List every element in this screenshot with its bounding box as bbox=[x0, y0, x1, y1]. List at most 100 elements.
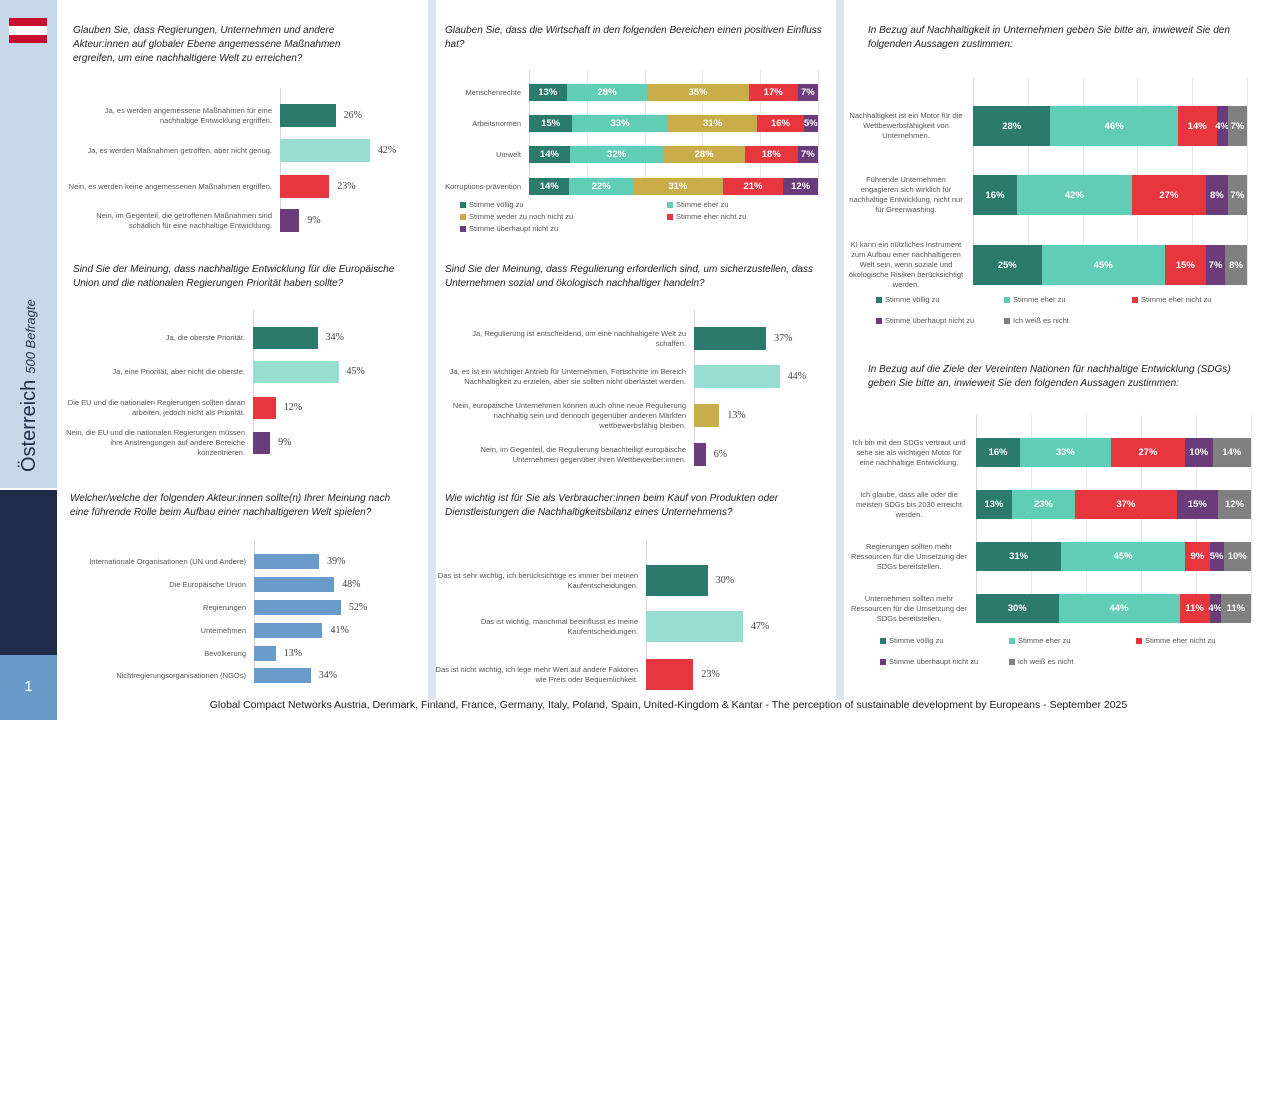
legend-text: Stimme völlig zu bbox=[889, 636, 944, 645]
stacked-segment: 7% bbox=[797, 146, 818, 163]
bar bbox=[254, 577, 335, 592]
legend-text: Stimme überhaupt nicht zu bbox=[469, 224, 559, 233]
legend-item: Stimme überhaupt nicht zu bbox=[880, 657, 978, 666]
stacked-segment: 14% bbox=[1177, 106, 1217, 146]
bar bbox=[646, 565, 708, 596]
bar bbox=[280, 139, 370, 162]
chart-title: Sind Sie der Meinung, dass Regulierung e… bbox=[445, 264, 813, 289]
gridline bbox=[1247, 78, 1248, 285]
legend-item: ich weiß es nicht bbox=[1009, 657, 1073, 666]
category-text: Unternehmen bbox=[200, 625, 246, 635]
category-text: Das ist sehr wichtig, ich berücksichtige… bbox=[437, 570, 638, 590]
stacked-segment: 21% bbox=[722, 178, 784, 195]
legend-item: Stimme eher zu bbox=[1004, 295, 1066, 304]
legend-item: Ich weiß es nicht bbox=[1004, 316, 1069, 325]
category-label: Nein, im Gegenteil, die Regulierung bena… bbox=[446, 443, 686, 466]
stacked-segment: 13% bbox=[529, 84, 567, 101]
gridline bbox=[1251, 415, 1252, 622]
category-text: Nein, es werden keine angemessenen Maßna… bbox=[68, 181, 272, 191]
stacked-segment: 27% bbox=[1110, 438, 1185, 467]
axis-line bbox=[646, 540, 647, 680]
stacked-segment: 11% bbox=[1220, 594, 1251, 623]
stacked-segment: 4% bbox=[1208, 594, 1222, 623]
bar bbox=[646, 611, 743, 642]
stacked-segment: 22% bbox=[569, 178, 634, 195]
category-text: Ja, es werden Maßnahmen getroffen, aber … bbox=[87, 145, 272, 155]
category-text: Das ist nicht wichtig, ich lege mehr Wer… bbox=[435, 664, 638, 684]
value-label: 47% bbox=[750, 620, 770, 632]
country-name: Österreich bbox=[18, 379, 40, 472]
category-text: Bevölkerung bbox=[204, 648, 246, 658]
legend-text: Stimme völlig zu bbox=[469, 200, 524, 209]
legend-text: Ich weiß es nicht bbox=[1013, 316, 1069, 325]
stacked-segment: 45% bbox=[1061, 542, 1185, 571]
category-text: Das ist wichtig, manchmal beeinflusst es… bbox=[480, 616, 638, 636]
category-text: Ja, es ist ein wichtiger Antrieb für Unt… bbox=[449, 366, 686, 386]
section-label: COUNTRY PAGES bbox=[22, 1015, 33, 1105]
stacked-segment: 16% bbox=[976, 438, 1020, 467]
legend-item: Stimme weder zu noch nicht zu bbox=[460, 212, 573, 221]
country-label: Österreich 500 Befragte bbox=[18, 299, 41, 472]
bar bbox=[253, 432, 271, 454]
category-label: Korruptions-prävention bbox=[431, 178, 521, 195]
legend-text: Stimme eher nicht zu bbox=[1141, 295, 1212, 304]
category-text: Ja, Regulierung ist entscheidend, um ein… bbox=[472, 328, 686, 348]
legend-swatch bbox=[880, 658, 886, 665]
category-label: Umwelt bbox=[431, 146, 521, 163]
category-label: Ja, Regulierung ist entscheidend, um ein… bbox=[446, 327, 686, 350]
category-label: Nein, es werden keine angemessenen Maßna… bbox=[67, 175, 272, 198]
stacked-segment: 32% bbox=[569, 146, 664, 163]
value-label: 30% bbox=[715, 574, 735, 586]
stacked-segment: 7% bbox=[797, 84, 818, 101]
bar bbox=[254, 623, 323, 638]
stacked-segment: 28% bbox=[566, 84, 648, 101]
value-label: 13% bbox=[283, 647, 303, 659]
category-label: Regierungen bbox=[66, 600, 246, 615]
legend-swatch bbox=[460, 201, 466, 208]
flag-stripe-top bbox=[9, 18, 47, 27]
category-text: Nein, europäische Unternehmen können auc… bbox=[452, 400, 686, 430]
page-number: 1 bbox=[24, 678, 33, 695]
bar bbox=[253, 397, 276, 419]
legend-item: Stimme völlig zu bbox=[880, 636, 944, 645]
stacked-segment: 23% bbox=[1011, 490, 1075, 519]
chart-title: Sind Sie der Meinung, dass nachhaltige E… bbox=[73, 264, 395, 289]
value-label: 13% bbox=[727, 409, 746, 421]
legend-swatch bbox=[1132, 296, 1138, 303]
category-label: Unternehmen sollten mehr Ressourcen für … bbox=[850, 594, 968, 623]
bar bbox=[694, 365, 780, 388]
category-text: Nein, die EU und die nationalen Regierun… bbox=[66, 428, 245, 457]
value-label: 45% bbox=[346, 366, 365, 377]
category-text: Ja, es werden angemessene Maßnahmen für … bbox=[104, 105, 272, 125]
category-label: KI kann ein nützliches Instrument zum Au… bbox=[847, 240, 965, 289]
bar bbox=[254, 668, 311, 683]
stacked-segment: 7% bbox=[1205, 245, 1226, 285]
category-text: Nachhaltigkeit ist ein Motor für die Wet… bbox=[849, 111, 963, 140]
category-text: Nein, im Gegenteil, die getroffenen Maßn… bbox=[96, 210, 272, 230]
legend-item: Stimme eher nicht zu bbox=[1132, 295, 1211, 304]
legend-swatch bbox=[880, 637, 886, 644]
legend-item: Stimme eher zu bbox=[1009, 636, 1071, 645]
value-label: 26% bbox=[343, 109, 362, 121]
legend-text: Stimme eher zu bbox=[1018, 636, 1071, 645]
category-label: Die Europäische Union bbox=[66, 577, 246, 592]
category-text: Korruptions-prävention bbox=[445, 181, 521, 191]
stacked-segment: 15% bbox=[1164, 245, 1206, 285]
column-divider bbox=[836, 0, 844, 700]
legend-swatch bbox=[1009, 658, 1015, 665]
category-text: Regierungen sollten mehr Ressourcen für … bbox=[851, 541, 967, 571]
legend-text: Stimme eher nicht zu bbox=[676, 212, 747, 221]
category-label: Das ist wichtig, manchmal beeinflusst es… bbox=[428, 611, 638, 642]
bar bbox=[254, 600, 341, 615]
stacked-segment: 10% bbox=[1185, 438, 1213, 467]
legend-text: Stimme eher nicht zu bbox=[1145, 636, 1216, 645]
footer-source: Global Compact Networks Austria, Denmark… bbox=[209, 699, 1128, 711]
stacked-segment: 10% bbox=[1223, 542, 1251, 571]
value-label: 41% bbox=[330, 624, 349, 636]
stacked-segment: 11% bbox=[1179, 594, 1210, 623]
category-label: Ja, eine Priorität, aber nicht die obers… bbox=[65, 361, 245, 383]
stacked-segment: 5% bbox=[803, 115, 818, 132]
bar bbox=[694, 327, 767, 350]
category-text: Die Europäische Union bbox=[169, 579, 246, 589]
legend-item: Stimme überhaupt nicht zu bbox=[460, 224, 558, 233]
